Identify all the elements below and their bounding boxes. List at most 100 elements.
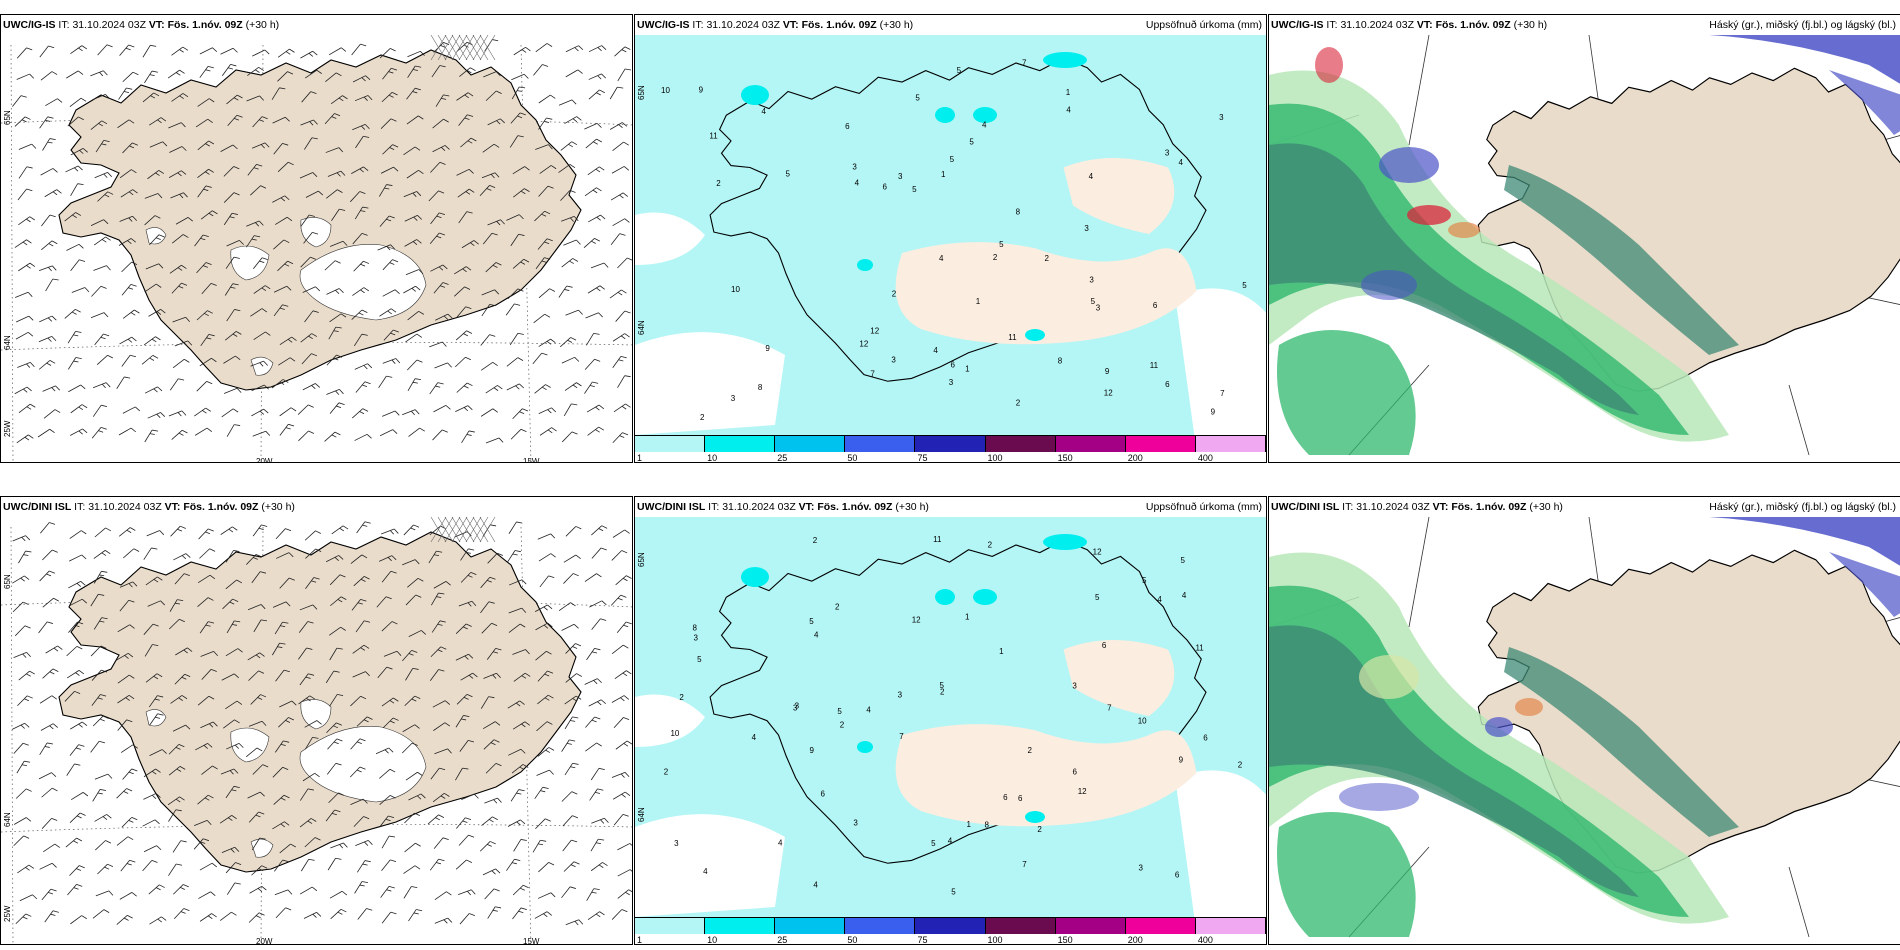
- svg-text:8: 8: [985, 820, 990, 829]
- colorbar-cell: [915, 436, 986, 452]
- colorbar-tick: 75: [917, 453, 928, 463]
- colorbar-tick: 400: [1197, 453, 1213, 463]
- svg-text:7: 7: [1107, 704, 1112, 713]
- colorbar-tick: 10: [707, 453, 718, 463]
- svg-text:4: 4: [1157, 595, 1162, 604]
- svg-text:2: 2: [1016, 398, 1021, 407]
- colorbar-cell: [705, 436, 776, 452]
- lat-label-64n: 64N: [3, 335, 12, 350]
- svg-text:3: 3: [852, 163, 857, 172]
- panel-title: UWC/IG-IS IT: 31.10.2024 03Z VT: Fös. 1.…: [637, 19, 914, 31]
- svg-text:4: 4: [948, 836, 953, 845]
- svg-text:2: 2: [988, 540, 993, 549]
- svg-text:6: 6: [820, 790, 825, 799]
- hatch-patch: [430, 516, 496, 543]
- svg-text:6: 6: [1175, 870, 1180, 879]
- svg-text:6: 6: [1018, 794, 1023, 803]
- svg-text:11: 11: [1150, 361, 1159, 370]
- wind-map-bottom: [1, 516, 632, 944]
- svg-text:4: 4: [939, 254, 944, 263]
- svg-text:6: 6: [1165, 380, 1170, 389]
- svg-text:6: 6: [1153, 301, 1158, 310]
- svg-text:3: 3: [898, 172, 903, 181]
- svg-text:2: 2: [813, 536, 818, 545]
- colorbar-cell: [1195, 436, 1266, 452]
- svg-text:9: 9: [699, 85, 704, 94]
- svg-text:2: 2: [892, 289, 897, 298]
- precip-map-top: 3651571119129435835104310832343541162422…: [635, 35, 1266, 445]
- wind-barbs: [12, 39, 632, 444]
- svg-text:4: 4: [1089, 172, 1094, 181]
- svg-text:9: 9: [1179, 756, 1184, 765]
- wind-panel-top: UWC/IG-IS IT: 31.10.2024 03Z VT: Fös. 1.…: [0, 14, 633, 463]
- panel-title: UWC/DINI ISL IT: 31.10.2024 03Z VT: Fös.…: [3, 501, 295, 513]
- svg-text:4: 4: [778, 838, 783, 847]
- colorbar-cell: [985, 918, 1056, 934]
- colorbar-tick: 100: [987, 935, 1003, 945]
- svg-text:2: 2: [716, 179, 721, 188]
- svg-text:10: 10: [670, 729, 679, 738]
- svg-text:4: 4: [933, 346, 938, 355]
- iceland-land: [709, 57, 1207, 382]
- svg-text:4: 4: [855, 178, 860, 187]
- colorbar-cell: [1055, 918, 1126, 934]
- svg-text:5: 5: [931, 839, 936, 848]
- svg-text:6: 6: [1102, 641, 1107, 650]
- heavy-precip: [741, 534, 1087, 823]
- svg-text:4: 4: [1066, 105, 1071, 114]
- svg-text:3: 3: [731, 394, 736, 403]
- colorbar-cell: [1195, 918, 1266, 934]
- svg-text:8: 8: [758, 383, 763, 392]
- hatch-patch: [430, 34, 496, 61]
- precip-panel-bottom: 2 2 2 6 4 2 4 5 12 6 7 3 6 5 1 5 7 11 1 9 12 9 4 3 5 8 3 5 10 4 3 10 8 3 2…: [634, 496, 1267, 945]
- colorbar-tick: 25: [777, 453, 788, 463]
- colorbar-tick: 10: [707, 935, 718, 945]
- svg-text:1: 1: [965, 613, 970, 622]
- lat-label-64n: 64N: [3, 812, 12, 827]
- svg-text:4: 4: [982, 121, 987, 130]
- colorbar-cell: [845, 436, 916, 452]
- svg-text:2: 2: [993, 253, 998, 262]
- colorbar-tick: 200: [1127, 935, 1143, 945]
- svg-text:3: 3: [793, 703, 798, 712]
- cloud-map-bottom: [1269, 516, 1900, 938]
- svg-text:3: 3: [1089, 275, 1094, 284]
- precip-panel-top: 3 6 5 1 5 7 11 1 9 12 9 4 3 5 8 3 5 10 4 3 10 8 3 2 3 4 3 5 4 11 6 2 4 2 2…: [634, 14, 1267, 463]
- wind-map-top: [1, 34, 632, 462]
- colorbar-tick: 150: [1057, 453, 1073, 463]
- svg-text:7: 7: [1022, 860, 1027, 869]
- svg-text:3: 3: [1096, 303, 1101, 312]
- colorbar-tick: 1: [637, 453, 643, 463]
- svg-text:12: 12: [859, 339, 868, 348]
- wind-barbs: [11, 521, 632, 926]
- svg-text:11: 11: [933, 535, 942, 544]
- svg-text:2: 2: [1037, 825, 1042, 834]
- colorbar-tick: 25: [777, 935, 788, 945]
- precip-values: 3651571119129435835104310832343541162422…: [661, 58, 1247, 422]
- colorbar-tick: 50: [847, 935, 858, 945]
- svg-text:4: 4: [762, 107, 767, 116]
- colorbar-cell: [915, 918, 986, 934]
- svg-text:5: 5: [957, 66, 962, 75]
- svg-text:7: 7: [1220, 389, 1225, 398]
- lon-label-20w: 20W: [256, 937, 273, 945]
- colorbar-tick: 400: [1197, 935, 1213, 945]
- svg-text:3: 3: [898, 691, 903, 700]
- svg-text:11: 11: [1195, 644, 1204, 653]
- svg-text:4: 4: [1178, 158, 1183, 167]
- colorbar-cell: [985, 436, 1056, 452]
- svg-text:8: 8: [692, 623, 697, 632]
- svg-text:3: 3: [1165, 149, 1170, 158]
- precip-colorbar: 1 10 25 50 75 100 150 200 400: [635, 435, 1266, 462]
- lat-label-65n: 65N: [3, 110, 12, 125]
- dry-areas: [635, 694, 1266, 922]
- svg-text:5: 5: [809, 617, 814, 626]
- lon-label-15w: 15W: [523, 457, 540, 463]
- svg-text:4: 4: [703, 867, 708, 876]
- svg-text:10: 10: [1138, 717, 1147, 726]
- cloud-title: Háský (gr.), miðský (fj.bl.) og lágský (…: [1709, 19, 1896, 31]
- iceland-land: [58, 49, 582, 391]
- lat-label-25w: 25W: [3, 905, 12, 922]
- colorbar-tick: 200: [1127, 453, 1143, 463]
